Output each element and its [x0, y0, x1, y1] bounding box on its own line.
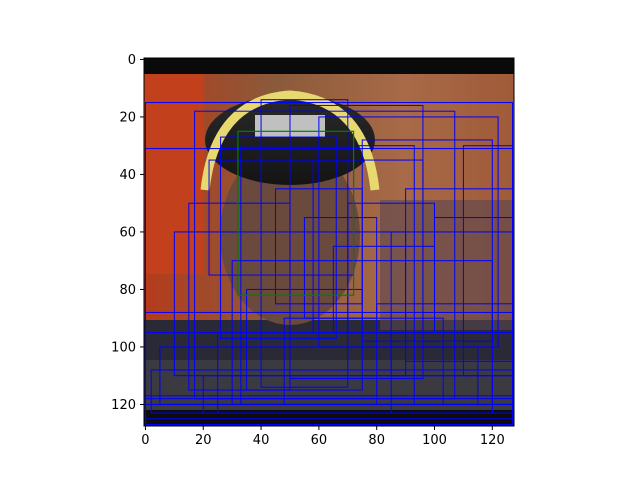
y-tick-label: 40	[119, 168, 136, 183]
detection-box	[188, 202, 291, 391]
detection-boxes-layer	[144, 99, 514, 426]
x-tick-label: 80	[368, 433, 385, 448]
y-tick-label: 120	[111, 398, 136, 413]
x-tick-label: 120	[480, 433, 505, 448]
y-tick-label: 60	[119, 225, 136, 240]
detection-box	[283, 317, 444, 405]
detection-box	[217, 332, 392, 414]
detection-box	[462, 145, 514, 377]
axes-frame	[143, 57, 515, 427]
detection-box	[220, 136, 337, 339]
x-tick-label: 100	[422, 433, 447, 448]
x-axis: 0 20 40 60 80 100 120	[141, 426, 505, 448]
y-tick-label: 20	[119, 110, 136, 125]
x-tick-label: 0	[141, 433, 149, 448]
ground-truth-box	[237, 130, 355, 296]
x-tick-label: 40	[253, 433, 270, 448]
detection-box	[144, 395, 514, 426]
ground-truth-box-layer	[237, 130, 355, 296]
y-tick-label: 100	[111, 340, 136, 355]
x-tick-label: 20	[195, 433, 212, 448]
x-tick-label: 60	[311, 433, 328, 448]
photo-image	[144, 58, 514, 426]
detection-box	[246, 288, 363, 391]
detection-box	[376, 303, 514, 405]
y-axis: 0 20 40 60 80 100 120	[111, 53, 144, 413]
y-tick-label: 80	[119, 283, 136, 298]
y-tick-label: 0	[128, 53, 136, 68]
